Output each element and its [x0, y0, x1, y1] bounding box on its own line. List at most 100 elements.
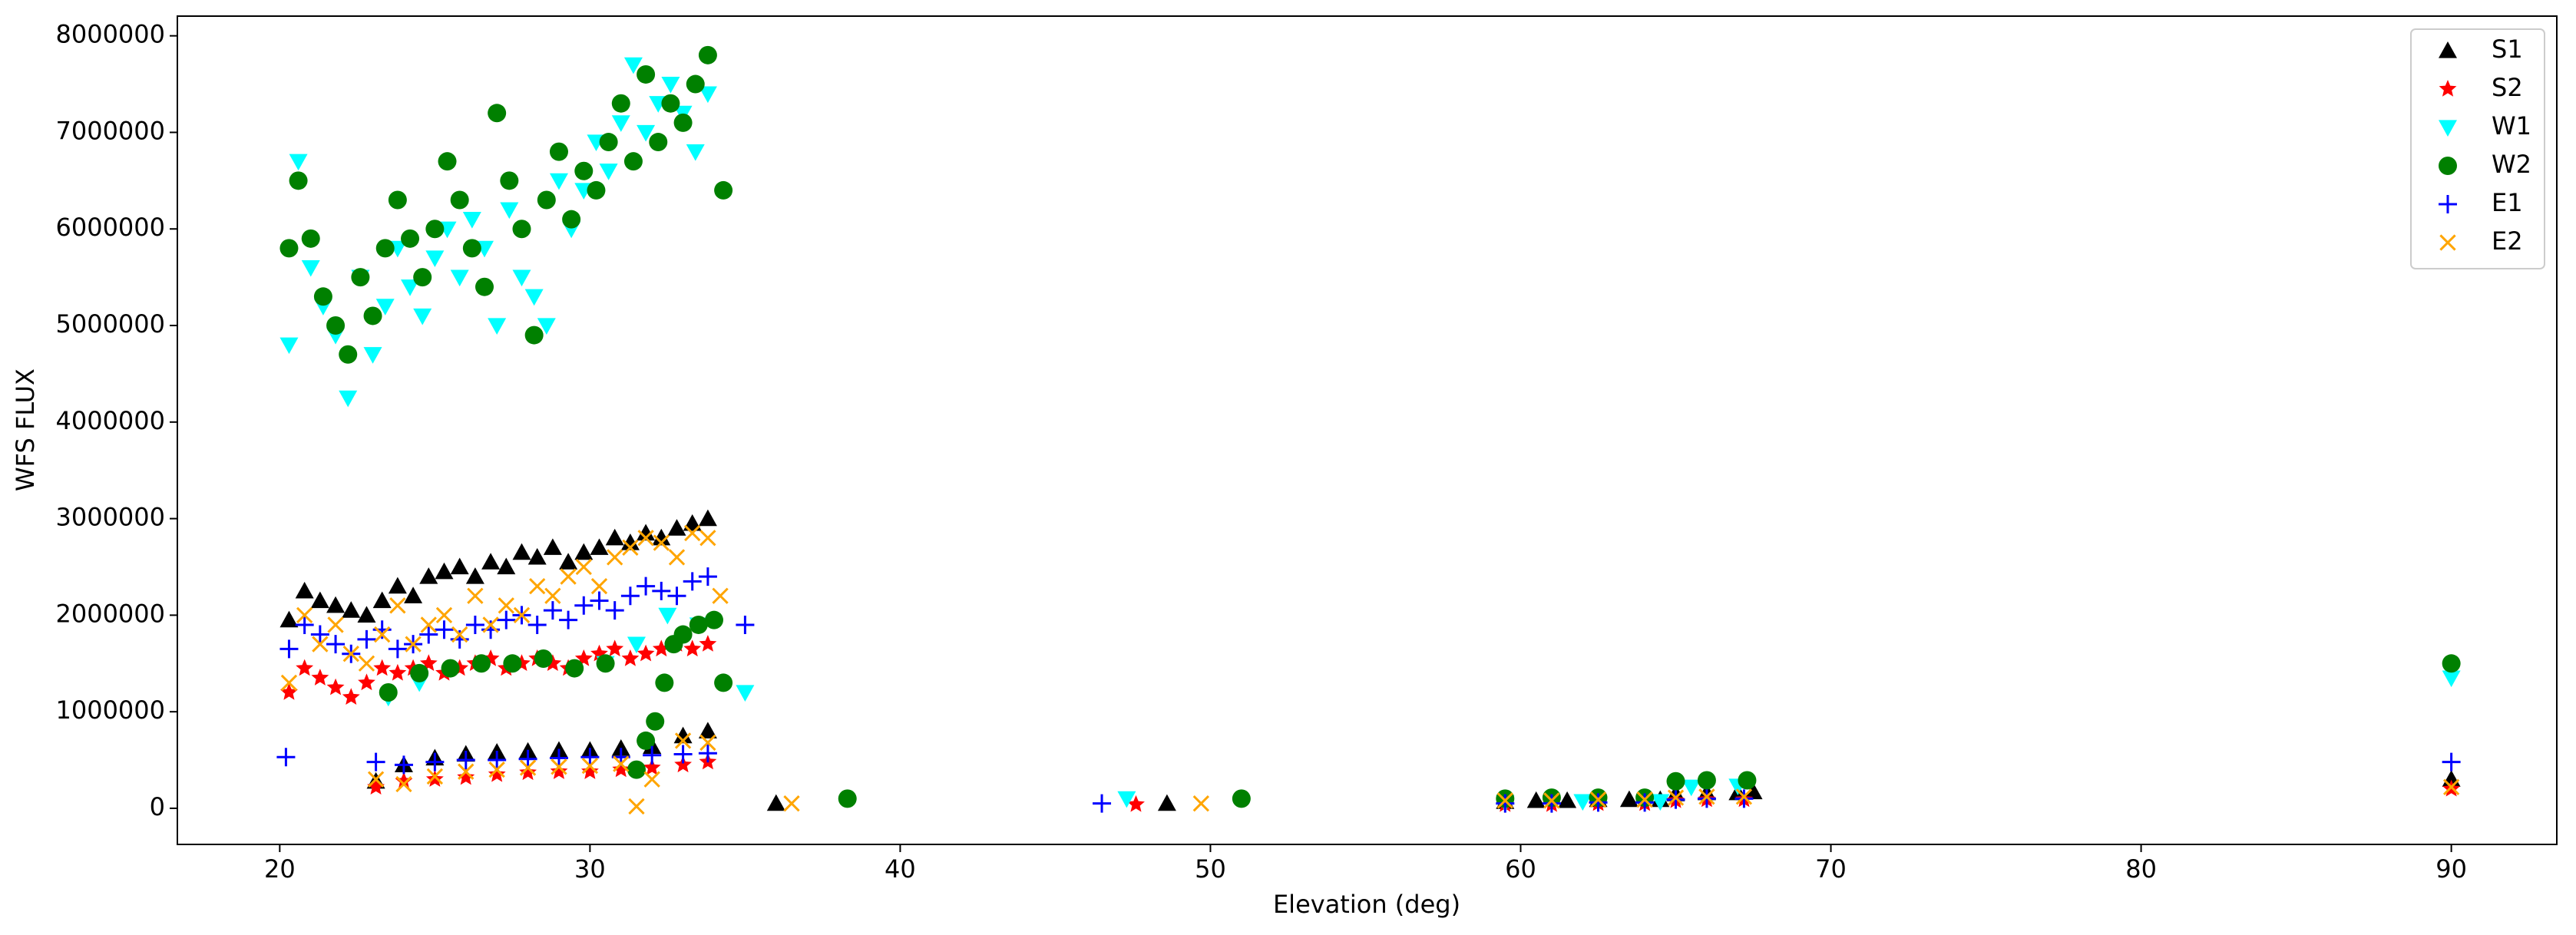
- data-point: [276, 748, 296, 767]
- data-point: [643, 771, 660, 788]
- data-point: [326, 316, 346, 335]
- data-point: [581, 757, 599, 775]
- data-point: [435, 620, 454, 639]
- data-point: [574, 596, 594, 615]
- data-point: [613, 755, 630, 772]
- data-point: [289, 171, 308, 190]
- data-point: [426, 768, 444, 785]
- data-point: [1526, 791, 1546, 808]
- data-point: [279, 639, 299, 659]
- data-point: [1543, 792, 1560, 809]
- data-point: [441, 659, 460, 678]
- data-point: [311, 669, 329, 686]
- data-point: [279, 610, 299, 628]
- data-point: [342, 601, 361, 618]
- x-axis-label: Elevation (deg): [1273, 890, 1460, 919]
- data-point: [559, 553, 578, 570]
- data-point: [621, 649, 640, 666]
- data-point: [527, 547, 547, 565]
- plot-area: [276, 45, 2461, 815]
- data-point: [714, 180, 733, 200]
- data-point: [475, 277, 494, 296]
- data-point: [295, 615, 314, 634]
- data-point: [637, 524, 656, 541]
- data-point: [280, 674, 298, 692]
- data-point: [388, 577, 407, 594]
- data-point: [590, 591, 609, 610]
- data-point: [419, 567, 438, 584]
- data-point: [488, 104, 507, 123]
- data-point: [2442, 752, 2461, 771]
- data-point: [673, 625, 693, 644]
- data-point: [413, 268, 432, 287]
- data-point: [471, 654, 491, 673]
- data-point: [512, 220, 531, 239]
- data-point: [544, 654, 562, 671]
- y-tick-label: 5000000: [55, 309, 165, 339]
- data-point: [1735, 788, 1753, 805]
- data-point: [404, 586, 423, 603]
- legend-label: E1: [2492, 188, 2523, 217]
- data-point: [1573, 794, 1592, 811]
- data-point: [580, 748, 600, 767]
- data-point: [1666, 771, 1685, 791]
- data-point: [279, 239, 299, 258]
- data-point: [342, 646, 359, 662]
- data-point: [549, 173, 568, 190]
- data-point: [500, 202, 519, 220]
- data-point: [394, 755, 413, 775]
- legend-marker: [2439, 195, 2457, 213]
- data-point: [627, 760, 646, 779]
- data-point: [712, 587, 729, 604]
- y-tick-label: 7000000: [55, 116, 165, 145]
- data-point: [513, 606, 531, 624]
- data-point: [497, 610, 516, 629]
- data-point: [310, 591, 329, 609]
- data-point: [596, 654, 615, 673]
- data-point: [327, 616, 344, 633]
- data-point: [643, 745, 662, 765]
- data-point: [388, 190, 407, 210]
- data-point: [543, 601, 562, 620]
- data-point: [605, 528, 624, 546]
- data-point: [575, 558, 592, 576]
- data-point: [289, 154, 308, 171]
- data-point: [405, 636, 422, 653]
- data-point: [689, 615, 708, 634]
- data-point: [562, 210, 581, 229]
- y-tick-label: 8000000: [55, 20, 165, 49]
- data-point: [279, 337, 299, 355]
- data-point: [661, 76, 680, 94]
- data-point: [699, 734, 716, 752]
- data-point: [611, 94, 630, 113]
- data-point: [611, 738, 630, 756]
- data-point: [342, 688, 360, 705]
- data-point: [389, 597, 406, 614]
- data-point: [465, 615, 484, 634]
- legend: S1 S2 W1 W2 E1 E2: [2410, 28, 2545, 269]
- data-point: [425, 752, 445, 771]
- data-point: [310, 625, 329, 644]
- data-point: [698, 744, 717, 763]
- data-point: [684, 524, 701, 542]
- x-tick-label: 30: [574, 854, 606, 884]
- data-point: [401, 279, 420, 296]
- data-point: [419, 625, 438, 644]
- data-point: [649, 133, 668, 152]
- data-point: [714, 673, 733, 692]
- data-point: [326, 635, 346, 654]
- data-point: [301, 259, 320, 277]
- x-tick-label: 40: [885, 854, 916, 884]
- data-point: [1635, 793, 1655, 812]
- data-point: [1496, 792, 1513, 809]
- data-point: [653, 534, 670, 551]
- data-point: [420, 616, 437, 633]
- y-tick-label: 3000000: [55, 503, 165, 532]
- legend-marker: [2439, 157, 2457, 175]
- data-point: [401, 229, 420, 248]
- data-point: [1157, 794, 1176, 811]
- data-point: [488, 765, 506, 782]
- data-point: [488, 318, 507, 335]
